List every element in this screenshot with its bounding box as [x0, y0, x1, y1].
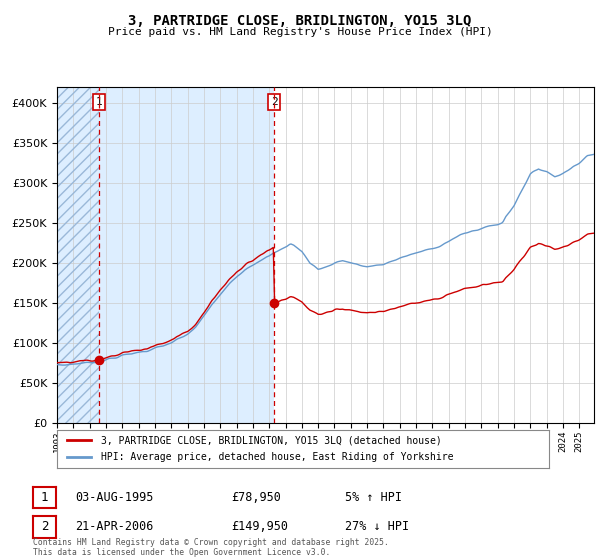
Bar — [57, 87, 99, 423]
Text: 3, PARTRIDGE CLOSE, BRIDLINGTON, YO15 3LQ (detached house): 3, PARTRIDGE CLOSE, BRIDLINGTON, YO15 3L… — [101, 435, 442, 445]
Bar — [274, 87, 594, 423]
Text: £78,950: £78,950 — [231, 491, 281, 504]
Bar — [99, 87, 274, 423]
Text: 27% ↓ HPI: 27% ↓ HPI — [345, 520, 409, 534]
Text: £149,950: £149,950 — [231, 520, 288, 534]
Text: 3, PARTRIDGE CLOSE, BRIDLINGTON, YO15 3LQ: 3, PARTRIDGE CLOSE, BRIDLINGTON, YO15 3L… — [128, 14, 472, 28]
Text: 5% ↑ HPI: 5% ↑ HPI — [345, 491, 402, 504]
Bar — [57, 87, 99, 423]
Text: Contains HM Land Registry data © Crown copyright and database right 2025.
This d: Contains HM Land Registry data © Crown c… — [33, 538, 389, 557]
Text: 03-AUG-1995: 03-AUG-1995 — [75, 491, 154, 504]
Text: 1: 1 — [96, 97, 103, 107]
Text: Price paid vs. HM Land Registry's House Price Index (HPI): Price paid vs. HM Land Registry's House … — [107, 27, 493, 37]
Text: 2: 2 — [271, 97, 277, 107]
Text: 1: 1 — [41, 491, 48, 504]
Text: 2: 2 — [41, 520, 48, 534]
Text: HPI: Average price, detached house, East Riding of Yorkshire: HPI: Average price, detached house, East… — [101, 452, 454, 462]
Text: 21-APR-2006: 21-APR-2006 — [75, 520, 154, 534]
